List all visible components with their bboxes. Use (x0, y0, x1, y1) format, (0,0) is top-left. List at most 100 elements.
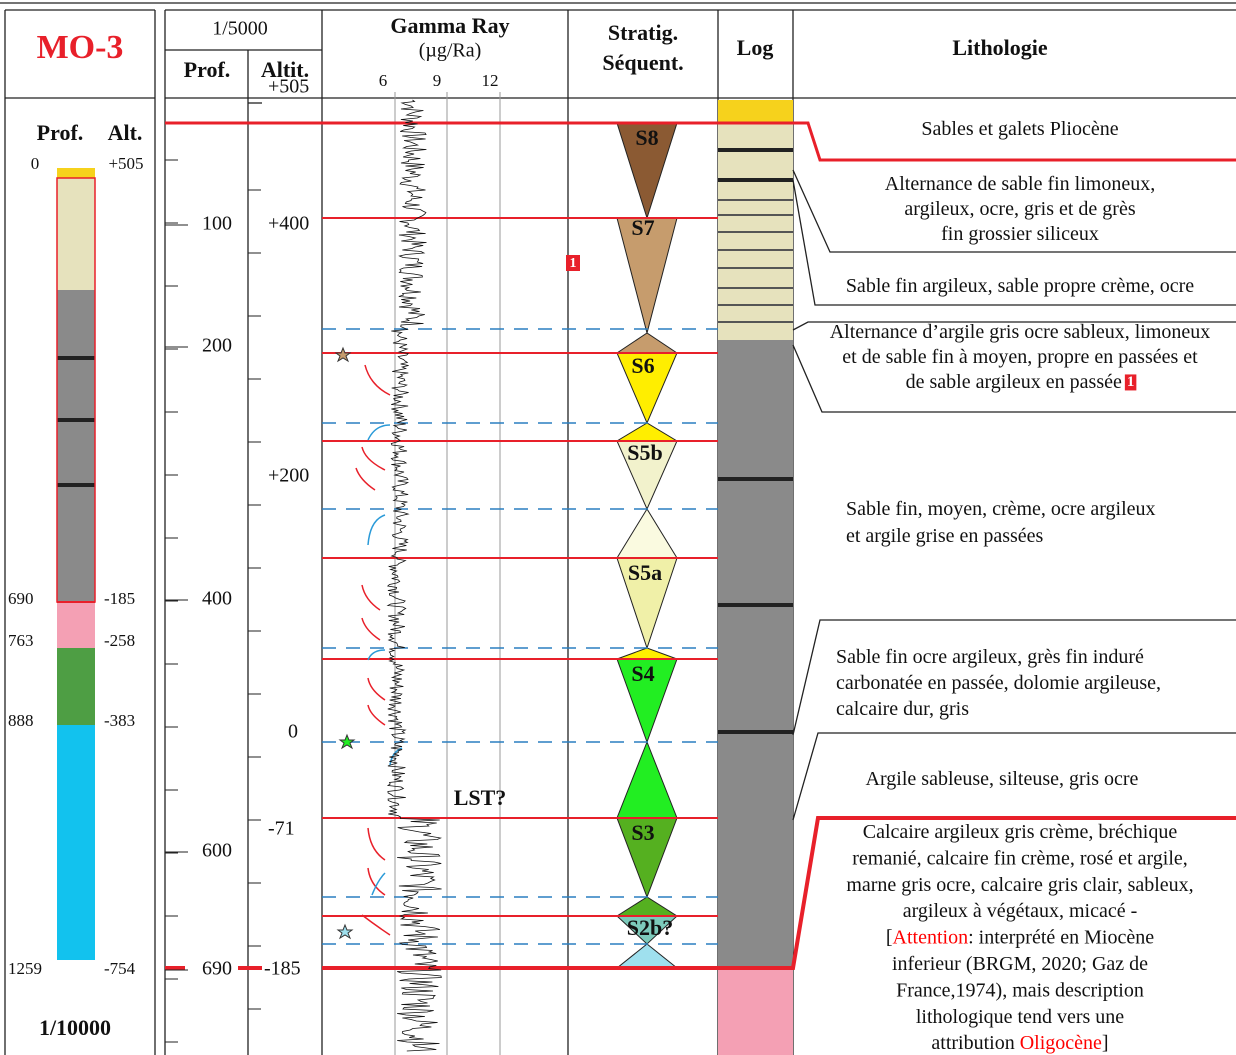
sequence-label: S6 (631, 353, 654, 378)
text-run: attribution (931, 1032, 1019, 1054)
sequence-label: S5b (627, 440, 662, 465)
text-run: remanié, calcaire fin crème, rosé et arg… (852, 847, 1188, 869)
prof-label: 400 (202, 588, 232, 610)
lithology-text: France,1974), mais description (896, 979, 1144, 1001)
altitude: -754 (104, 959, 136, 978)
text-run: Attention (893, 926, 969, 948)
lithology-text: et de sable fin à moyen, propre en passé… (842, 346, 1198, 368)
stratig-header: Stratig. (608, 20, 678, 45)
sequence-label: S4 (631, 661, 654, 686)
gamma-tick: 12 (482, 71, 499, 90)
text-run: : interprété en Miocène (968, 926, 1154, 948)
text-run: argileux à végétaux, micacé - (903, 900, 1138, 922)
lithology-text: fin grossier siliceux (941, 223, 1099, 245)
sequence-boundaries (165, 121, 1236, 970)
text-run: Sable fin argileux, sable propre crème, … (846, 275, 1194, 297)
lithology-text: Sables et galets Pliocène (921, 118, 1118, 140)
depth: 690 (8, 589, 34, 608)
text-run: lithologique tend vers une (916, 1005, 1124, 1027)
annotation: LST? (454, 785, 507, 810)
depth: 0 (31, 154, 40, 173)
leader-lines (248, 102, 1236, 821)
text-run: Sable fin, moyen, crème, ocre argileux (846, 498, 1156, 520)
log-column (718, 100, 793, 1055)
well-name: MO-3 (37, 29, 124, 66)
lithology-text: argileux à végétaux, micacé - (903, 900, 1138, 922)
altit-label: -185 (264, 958, 301, 980)
text-run: Oligocène (1020, 1032, 1102, 1054)
altit-header: Altit. (261, 57, 309, 82)
lithology-text: lithologique tend vers une (916, 1005, 1124, 1027)
text-run: inferieur (BRGM, 2020; Gaz de (892, 953, 1148, 975)
depth: 1259 (8, 959, 42, 978)
lithology-text: Argile sableuse, silteuse, gris ocre (866, 768, 1139, 790)
log-header: Log (737, 35, 774, 60)
text-run: Alternance d’argile gris ocre sableux, l… (830, 321, 1211, 343)
lithology-text: marne gris ocre, calcaire gris clair, sa… (846, 873, 1193, 895)
text-run: France,1974), mais description (896, 979, 1144, 1001)
lithology-text: de sable argileux en passée 1 (906, 371, 1135, 393)
text-run: ] (1102, 1032, 1109, 1054)
summary-column (56, 168, 96, 960)
text-run: Alternance de sable fin limoneux, (885, 173, 1155, 195)
lithology-text: carbonatée en passée, dolomie argileuse, (836, 672, 1161, 694)
scale: 1/10000 (39, 1015, 111, 1040)
star (336, 923, 354, 940)
gamma-unit: (µg/Ra) (419, 40, 482, 62)
alt-label: Alt. (108, 120, 143, 145)
text-run: fin grossier siliceux (941, 223, 1099, 245)
gamma-title: Gamma Ray (390, 13, 509, 38)
marker-badge (1124, 374, 1137, 391)
altitude: +505 (108, 154, 143, 173)
text-run: Calcaire argileux gris crème, bréchique (863, 821, 1178, 843)
altit-label: +400 (268, 213, 309, 235)
sequence-label: S7 (631, 215, 654, 240)
lithology-text: Sable fin, moyen, crème, ocre argileux (846, 498, 1156, 520)
lithology-text: [Attention: interprété en Miocène (886, 926, 1154, 948)
lithology-text: calcaire dur, gris (836, 698, 969, 720)
trend-arrows (355, 364, 403, 936)
text-run: argileux, ocre, gris et de grès (904, 198, 1135, 220)
altit-label: +505 (268, 76, 309, 98)
scale: 1/5000 (212, 18, 268, 40)
text-run: [ (886, 926, 893, 948)
lithology-text: Alternance de sable fin limoneux, (885, 173, 1155, 195)
star (334, 346, 352, 363)
stratig-header: Séquent. (602, 50, 683, 75)
prof-label: 600 (202, 840, 232, 862)
sequence-label: S2b? (627, 915, 673, 940)
altitude: -383 (104, 711, 135, 730)
altit-label: 0 (288, 721, 298, 743)
text-run: de sable argileux en passée (906, 371, 1127, 393)
lithology-text: Alternance d’argile gris ocre sableux, l… (830, 321, 1211, 343)
altitude: -185 (104, 589, 135, 608)
text-run: calcaire dur, gris (836, 698, 969, 720)
gamma-tick: 9 (433, 71, 442, 90)
lithology-text: et argile grise en passées (846, 525, 1044, 547)
text-run: et de sable fin à moyen, propre en passé… (842, 346, 1198, 368)
altit-label: +200 (268, 465, 309, 487)
sequence-label: S3 (631, 820, 654, 845)
lithology-text: Calcaire argileux gris crème, bréchique (863, 821, 1178, 843)
marker: 1 (1127, 374, 1135, 390)
prof-label: 100 (202, 213, 232, 235)
depth: 763 (8, 631, 34, 650)
gamma-grid (394, 92, 501, 1055)
star (338, 733, 356, 750)
text-run: Sables et galets Pliocène (921, 118, 1118, 140)
lithology-text: remanié, calcaire fin crème, rosé et arg… (852, 847, 1188, 869)
prof-header: Prof. (184, 57, 231, 82)
text-run: Sable fin ocre argileux, grès fin induré (836, 646, 1144, 668)
altit-label: -71 (268, 818, 295, 840)
text-run: et argile grise en passées (846, 525, 1044, 547)
sequence-label: S5a (628, 560, 662, 585)
sequence-label: S8 (635, 125, 658, 150)
gamma-trace (386, 99, 442, 1052)
lithology-text: attribution Oligocène] (931, 1032, 1108, 1054)
prof-label: 200 (202, 335, 232, 357)
text-run: marne gris ocre, calcaire gris clair, sa… (846, 873, 1193, 895)
prof-label: Prof. (37, 120, 84, 145)
prof-label: 690 (202, 958, 232, 980)
